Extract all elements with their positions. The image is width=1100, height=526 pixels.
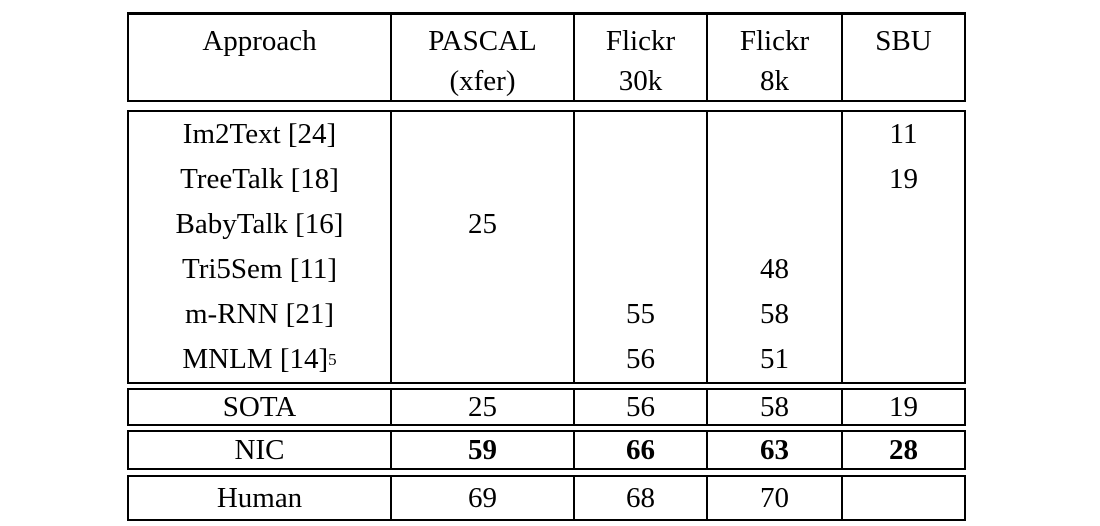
header-cell-sbu: SBU xyxy=(841,15,964,100)
header-cell-flickr30k: Flickr 30k xyxy=(573,15,706,100)
header-cell-flickr8k: Flickr 8k xyxy=(706,15,841,100)
flickr30k-cell: 56 xyxy=(573,390,706,424)
approach-cell: SOTA xyxy=(222,390,297,423)
table-row-sota: SOTA 25 56 58 19 xyxy=(127,388,966,426)
sbu-cell xyxy=(841,337,964,382)
pascal-cell xyxy=(390,292,573,337)
flickr30k-cell: 56 xyxy=(573,337,706,382)
approach-cell: TreeTalk [18] xyxy=(180,163,339,195)
approach-cell: m-RNN [21] xyxy=(184,298,334,330)
approach-cell: Im2Text [24] xyxy=(182,118,337,150)
sbu-cell: 19 xyxy=(841,157,964,202)
header-label: PASCAL xyxy=(428,25,537,57)
flickr8k-cell: 58 xyxy=(706,292,841,337)
header-label-line2: 30k xyxy=(618,65,663,97)
pascal-cell xyxy=(390,247,573,292)
sbu-cell: 19 xyxy=(841,390,964,424)
table-header: Approach PASCAL (xfer) Flickr 30k Flickr… xyxy=(127,12,966,102)
header-cell-pascal: PASCAL (xfer) xyxy=(390,15,573,100)
approach-cell: BabyTalk [16] xyxy=(175,208,344,240)
flickr30k-cell xyxy=(573,247,706,292)
flickr8k-cell: 48 xyxy=(706,247,841,292)
flickr30k-cell xyxy=(573,112,706,157)
flickr30k-cell xyxy=(573,202,706,247)
pascal-cell: 25 xyxy=(390,390,573,424)
approach-cell: Human xyxy=(216,481,303,514)
flickr8k-cell xyxy=(706,202,841,247)
flickr30k-cell xyxy=(573,157,706,202)
pascal-cell xyxy=(390,337,573,382)
pascal-cell: 25 xyxy=(390,202,573,247)
header-cell-approach: Approach xyxy=(129,15,390,100)
flickr8k-cell: 63 xyxy=(706,432,841,468)
pascal-cell xyxy=(390,157,573,202)
header-label: Flickr xyxy=(605,25,676,57)
sbu-cell xyxy=(841,202,964,247)
approach-cell: MNLM [14] 5 xyxy=(182,343,337,375)
approach-cell: Tri5Sem [11] xyxy=(182,253,337,285)
flickr8k-cell xyxy=(706,112,841,157)
header-label: SBU xyxy=(875,25,932,57)
sbu-cell xyxy=(841,292,964,337)
table-body: Im2Text [24] 11 TreeTalk [18] 19 BabyTal… xyxy=(127,110,966,384)
sbu-cell xyxy=(841,477,964,519)
flickr30k-cell: 66 xyxy=(573,432,706,468)
sbu-cell: 11 xyxy=(841,112,964,157)
approach-cell: NIC xyxy=(234,433,285,466)
pascal-cell xyxy=(390,112,573,157)
table-row-nic: NIC 59 66 63 28 xyxy=(127,430,966,470)
flickr8k-cell: 70 xyxy=(706,477,841,519)
pascal-cell: 59 xyxy=(390,432,573,468)
flickr8k-cell: 58 xyxy=(706,390,841,424)
table-row-human: Human 69 68 70 xyxy=(127,475,966,521)
approach-label: MNLM [14] xyxy=(182,343,329,375)
sbu-cell xyxy=(841,247,964,292)
flickr8k-cell: 51 xyxy=(706,337,841,382)
results-table: Approach PASCAL (xfer) Flickr 30k Flickr… xyxy=(127,12,966,521)
flickr8k-cell xyxy=(706,157,841,202)
header-label-line2: (xfer) xyxy=(449,65,516,97)
flickr30k-cell: 68 xyxy=(573,477,706,519)
header-label: Approach xyxy=(202,25,317,57)
header-label-line2: 8k xyxy=(760,65,789,97)
flickr30k-cell: 55 xyxy=(573,292,706,337)
header-label: Flickr xyxy=(739,25,810,57)
sbu-cell: 28 xyxy=(841,432,964,468)
pascal-cell: 69 xyxy=(390,477,573,519)
